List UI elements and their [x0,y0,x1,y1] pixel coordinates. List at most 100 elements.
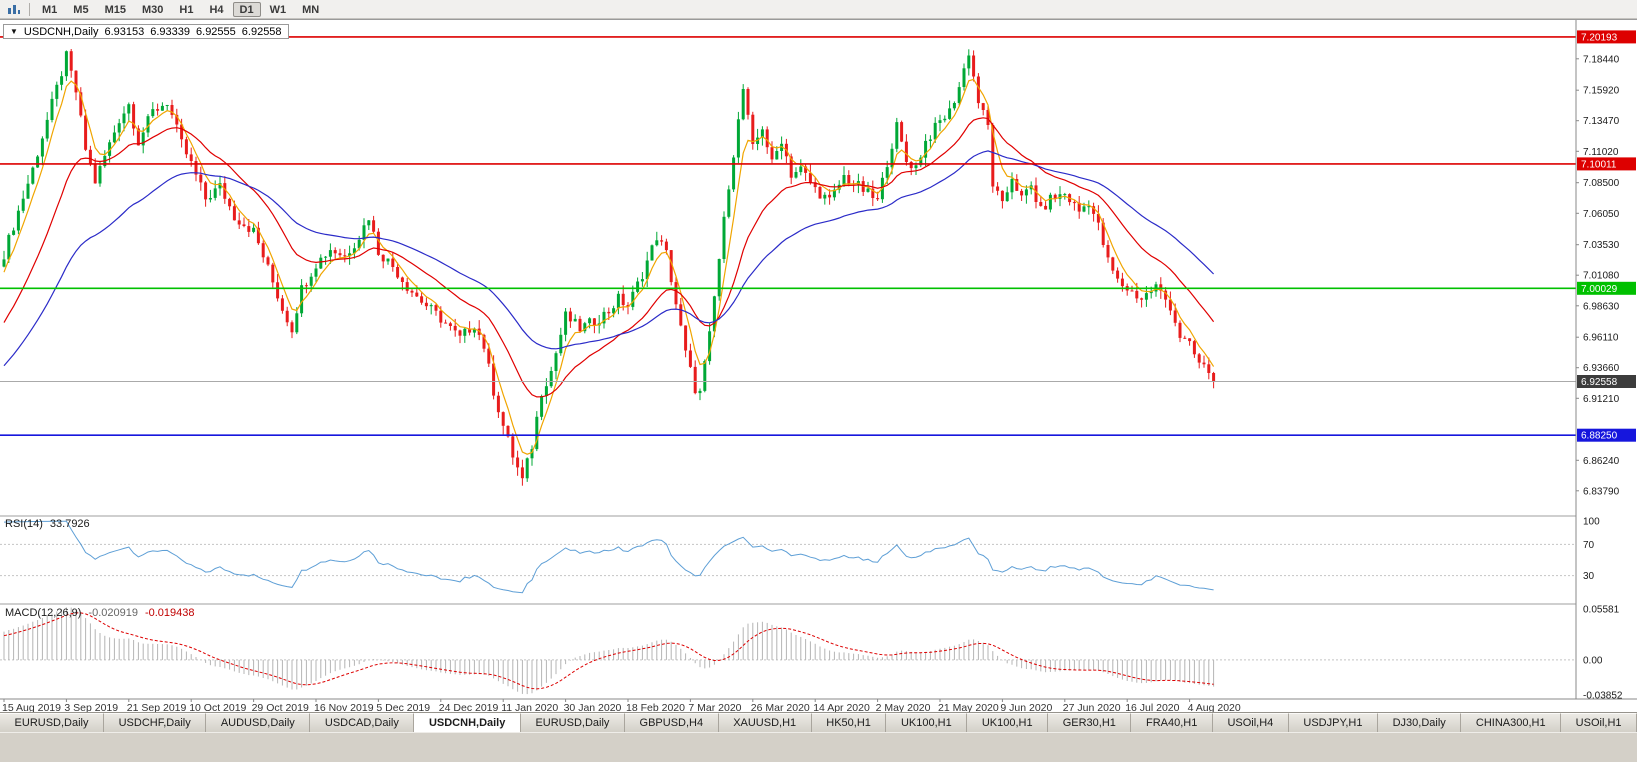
time-label: 26 Mar 2020 [751,702,810,713]
ma-line-20 [3,117,1215,398]
price-tick: 6.96110 [1583,333,1619,344]
panel-separator[interactable] [0,603,1637,605]
tab-ger30-h1[interactable]: GER30,H1 [1048,713,1132,732]
price-tick: 7.18440 [1583,54,1620,65]
ohlc-high: 6.93339 [150,25,191,38]
ohlc-open: 6.93153 [104,25,145,38]
time-label: 18 Feb 2020 [626,702,685,713]
periods-toolbar: M1 M5 M15 M30 H1 H4 D1 W1 MN [0,0,1637,19]
price-badge [1577,375,1636,388]
window-bottom-strip [0,732,1637,762]
macd-scale-label: 0.00 [1583,655,1603,666]
price-tick: 6.86240 [1583,456,1620,467]
timeframe-m1[interactable]: M1 [42,3,58,16]
time-label: 24 Dec 2019 [439,702,499,713]
macd-scale-label: 0.05581 [1583,605,1620,616]
ma-line-45 [3,150,1215,367]
price-tick: 7.03530 [1583,240,1620,251]
tab-china300-h1[interactable]: CHINA300,H1 [1461,713,1562,732]
time-label: 30 Jan 2020 [564,702,622,713]
timeframe-m30[interactable]: M30 [141,3,164,16]
price-scale[interactable] [1576,20,1637,699]
price-tick: 6.91210 [1583,394,1620,405]
tab-uk100-h1[interactable]: UK100,H1 [967,713,1049,732]
tab-gbpusd-h4[interactable]: GBPUSD,H4 [624,713,719,732]
time-label: 29 Oct 2019 [252,702,309,713]
tab-usoil-h1[interactable]: USOil,H1 [1561,713,1637,732]
price-badge-label: 6.92558 [1581,377,1618,388]
tab-usoil-h4[interactable]: USOil,H4 [1212,713,1289,732]
price-tick: 7.01080 [1583,271,1620,282]
price-tick: 6.93660 [1583,363,1620,374]
panel-separator[interactable] [0,515,1637,517]
toolbar-separator [29,2,30,16]
tab-xauusd-h1[interactable]: XAUUSD,H1 [718,713,812,732]
timeframe-mn[interactable]: MN [302,3,320,16]
tab-eurusd-daily[interactable]: EURUSD,Daily [0,713,105,732]
price-badge [1577,30,1636,44]
chart-periods-icon[interactable] [4,2,24,17]
timeframe-buttons: M1 M5 M15 M30 H1 H4 D1 W1 MN [35,1,326,17]
rsi-scale-label: 100 [1583,517,1600,528]
price-tick: 7.13470 [1583,116,1620,127]
price-tick: 6.83790 [1583,486,1620,497]
time-label: 15 Aug 2019 [2,702,61,713]
price-badge-label: 6.88250 [1581,431,1618,442]
tab-fra40-h1[interactable]: FRA40,H1 [1131,713,1213,732]
macd-name: MACD(12,26,9) [5,607,82,619]
macd-signal-line [3,612,1214,690]
price-badge-label: 7.20193 [1581,32,1618,43]
ma-line-5 [3,78,1215,455]
tab-usdcad-daily[interactable]: USDCAD,Daily [310,713,415,732]
tab-hk50-h1[interactable]: HK50,H1 [811,713,887,732]
macd-scale-label: -0.03852 [1583,691,1623,702]
timeframe-m15[interactable]: M15 [104,3,126,16]
time-label: 27 Jun 2020 [1063,702,1121,713]
timeframe-w1[interactable]: W1 [269,3,287,16]
tab-uk100-h1[interactable]: UK100,H1 [886,713,968,732]
price-badge-label: 7.10011 [1581,159,1617,170]
mini-chart-icon [8,4,20,14]
tab-usdjpy-h1[interactable]: USDJPY,H1 [1288,713,1379,732]
price-badge [1577,281,1636,295]
timeframe-m5[interactable]: M5 [73,3,89,16]
time-label: 7 Mar 2020 [688,702,741,713]
tab-eurusd-daily[interactable]: EURUSD,Daily [520,713,625,732]
timeframe-d1[interactable]: D1 [232,1,261,17]
candles [2,49,1216,486]
time-label: 16 Nov 2019 [314,702,374,713]
time-label: 10 Oct 2019 [189,702,246,713]
rsi-line [3,520,1214,594]
time-label: 3 Sep 2019 [64,702,118,713]
time-label: 5 Dec 2019 [376,702,430,713]
time-label: 4 Aug 2020 [1188,702,1241,713]
ohlc-low: 6.92555 [196,25,236,38]
chart-region: 7.18440 7.15920 7.13470 7.11020 7.08500 7.060… [0,19,1637,713]
ohlc-close: 6.92558 [241,25,282,38]
tab-dj30-daily[interactable]: DJ30,Daily [1378,713,1462,732]
tab-usdcnh-daily[interactable]: USDCNH,Daily [414,713,521,732]
time-label: 11 Jan 2020 [501,702,558,713]
timeframe-h4[interactable]: H4 [209,3,224,16]
price-badge [1577,157,1636,171]
rsi-scale-label: 70 [1583,540,1595,551]
macd-main-value: -0.020919 [88,607,138,619]
time-label: 2 May 2020 [876,702,931,713]
one-click-trading-icon[interactable]: ▼ [10,26,18,36]
timeframe-h1[interactable]: H1 [179,3,194,16]
price-tick: 7.11020 [1583,147,1619,158]
chart-svg[interactable]: 7.18440 7.15920 7.13470 7.11020 7.08500 7.060… [0,20,1637,713]
tab-audusd-daily[interactable]: AUDUSD,Daily [206,713,311,732]
price-badge-label: 7.00029 [1581,284,1618,295]
price-tick: 7.08500 [1583,178,1620,189]
macd-histogram [3,607,1215,695]
chart-background [0,20,1637,713]
price-tick: 7.15920 [1583,86,1620,97]
rsi-scale-label: 30 [1583,571,1595,582]
time-label: 16 Jul 2020 [1125,702,1179,713]
rsi-value: 33.7926 [49,518,90,530]
ohlc-info: ▼ USDCNH,Daily 6.93153 6.93339 6.92555 6… [3,24,289,39]
tab-usdchf-daily[interactable]: USDCHF,Daily [104,713,207,732]
macd-indicator-label: MACD(12,26,9) -0.020919 -0.019438 [5,607,195,619]
rsi-name: RSI(14) [5,518,43,530]
